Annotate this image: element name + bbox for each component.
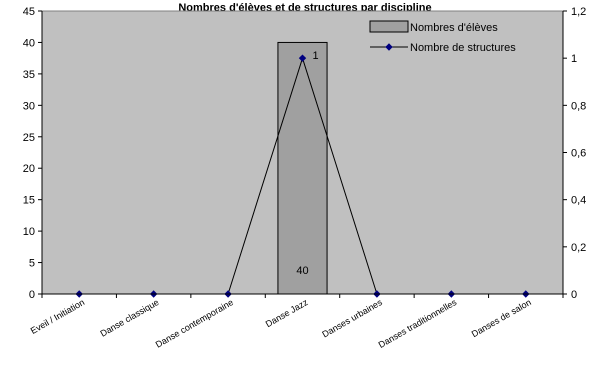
x-category-label: Danses traditionnelles [377, 297, 459, 350]
y-left-tick-label: 10 [23, 226, 35, 238]
legend: Nombres d'élèves Nombre de structures [363, 17, 530, 58]
y-left-tick-label: 45 [23, 6, 35, 18]
y-right-tick-label: 1,2 [571, 6, 586, 18]
x-category-label: Danse contemporaine [154, 297, 235, 350]
line-point [298, 54, 307, 62]
legend-label-students: Nombres d'élèves [410, 22, 498, 34]
x-category-label: Danses urbaines [320, 297, 384, 340]
legend-label-structures: Nombre de structures [410, 42, 516, 54]
y-left-tick-label: 30 [23, 100, 35, 112]
legend-marker-structures [385, 43, 393, 51]
x-category-label: Danse classique [98, 297, 160, 339]
x-category-label: Eveil / Initiation [29, 297, 86, 336]
bar [277, 41, 328, 295]
data-label: 40 [296, 265, 308, 277]
y-right-tick-label: 0,4 [571, 195, 586, 207]
y-left-tick-label: 0 [29, 289, 35, 301]
y-right-tick-label: 0,2 [571, 242, 586, 254]
x-category-label: Danse Jazz [264, 297, 310, 329]
y-right-tick-label: 0,6 [571, 148, 586, 160]
y-right-tick-label: 0,8 [571, 100, 586, 112]
x-category-label: Danses de salon [470, 297, 533, 339]
y-right-tick-label: 0 [571, 289, 577, 301]
y-left-tick-label: 25 [23, 132, 35, 144]
legend-swatch-students [369, 20, 409, 33]
y-left-tick-label: 35 [23, 69, 35, 81]
bar-group [277, 41, 328, 295]
data-labels: 40 1 [296, 50, 318, 277]
y-left-tick-label: 5 [29, 258, 35, 270]
y-left-tick-label: 20 [23, 163, 35, 175]
y-right-tick-label: 1 [571, 53, 577, 65]
y-left-tick-label: 40 [23, 37, 35, 49]
y-left-tick-label: 15 [23, 195, 35, 207]
data-label: 1 [312, 50, 318, 62]
